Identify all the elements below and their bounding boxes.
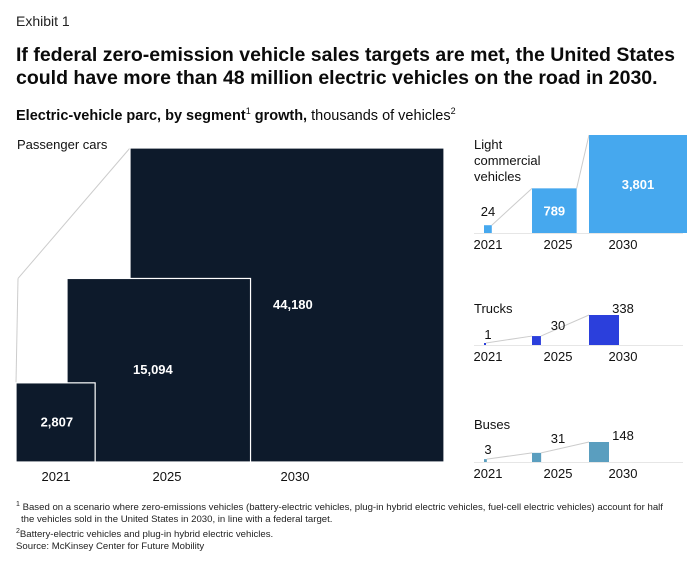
- passenger-value-2025: 15,094: [133, 362, 174, 377]
- subtitle-footnote-1: 1: [245, 106, 251, 116]
- trucks-value-2030: 338: [612, 301, 634, 316]
- lcv-segment-label-line-1: Light: [474, 137, 503, 152]
- segment-lcv-category-2025: 2025: [544, 237, 573, 252]
- passenger-value-2030: 44,180: [273, 297, 313, 312]
- segment-lcv-connector-b: [576, 134, 590, 189]
- segment-trucks-bar-2021: [484, 343, 486, 345]
- subtitle-bold: Electric-vehicle parc, by segment: [16, 107, 246, 124]
- trucks-value-2025: 30: [551, 318, 565, 333]
- segment-buses-bar-2025: [532, 452, 542, 462]
- exhibit-label: Exhibit 1: [16, 13, 70, 29]
- segment-lcv-connector-a: [491, 187, 533, 226]
- segment-lcv-bar-2025: [532, 188, 577, 233]
- footnote-1-cont: the vehicles sold in the United States i…: [21, 514, 333, 526]
- passenger-connector-2021-2025: [15, 278, 19, 383]
- passenger-category-2025: 2025: [153, 469, 182, 484]
- lcv-value-2021: 24: [481, 204, 495, 219]
- footnote-1-mark: 1: [16, 501, 20, 508]
- footnote-2-mark: 2: [16, 528, 20, 536]
- chart-subtitle: Electric-vehicle parc, by segment1 growt…: [16, 106, 456, 124]
- passenger-connector-2025-2030: [17, 147, 131, 279]
- buses-value-2030: 148: [612, 428, 634, 443]
- segment-trucks-category-2030: 2030: [609, 349, 638, 364]
- footnote-1-line-1: Based on a scenario where zero-emissions…: [19, 502, 663, 514]
- lcv-segment-label-line-2: commercial: [474, 153, 541, 168]
- passenger-square-2021: [15, 382, 96, 463]
- subtitle-footnote-2: 2: [450, 106, 456, 116]
- segment-trucks-bar-2025: [532, 336, 541, 345]
- segment-lcv-bar-2030: [589, 135, 687, 233]
- segment-buses-bar-2021: [484, 459, 487, 462]
- segment-trucks-category-2021: 2021: [474, 349, 503, 364]
- segment-trucks-bar-2030: [589, 315, 619, 345]
- segment-buses-connector-b: [541, 441, 590, 454]
- lcv-value-2030: 3,801: [622, 177, 655, 192]
- segment-buses-category-2021: 2021: [474, 466, 503, 481]
- passenger-category-2021: 2021: [42, 469, 71, 484]
- segment-buses-connector-a: [486, 452, 533, 460]
- footnotes: 1 Based on a scenario where zero-emissio…: [16, 499, 686, 553]
- subtitle-bold-2: growth,: [250, 107, 308, 124]
- headline: If federal zero-emission vehicle sales t…: [16, 44, 675, 89]
- footnote-2: 2Battery-electric vehicles and plug-in h…: [16, 526, 686, 541]
- trucks-value-2021: 1: [484, 327, 491, 342]
- segment-lcv-category-2021: 2021: [474, 237, 503, 252]
- passenger-value-2021: 2,807: [41, 414, 74, 429]
- source-note: Source: McKinsey Center for Future Mobil…: [16, 541, 205, 553]
- lcv-value-2025: 789: [543, 204, 565, 219]
- segment-lcv-bar-2021: [484, 225, 492, 233]
- lcv-segment-label-line-3: vehicles: [474, 169, 521, 184]
- footnote-2-text: Battery-electric vehicles and plug-in hy…: [19, 529, 274, 541]
- passenger-segment-label: Passenger cars: [17, 137, 108, 152]
- subtitle-units: thousands of vehicles: [307, 107, 451, 124]
- segment-trucks-category-2025: 2025: [544, 349, 573, 364]
- buses-value-2025: 31: [551, 431, 565, 446]
- segment-lcv-category-2030: 2030: [609, 237, 638, 252]
- passenger-category-2030: 2030: [281, 469, 310, 484]
- segment-trucks-connector-a: [485, 335, 533, 344]
- buses-segment-label: Buses: [474, 417, 511, 432]
- segment-buses-category-2025: 2025: [544, 466, 573, 481]
- segment-buses-category-2030: 2030: [609, 466, 638, 481]
- trucks-segment-label: Trucks: [474, 301, 513, 316]
- segment-buses-bar-2030: [589, 442, 609, 462]
- passenger-square-2025: [66, 277, 252, 463]
- buses-value-2021: 3: [484, 442, 491, 457]
- segment-trucks-connector-b: [540, 314, 590, 337]
- footnote-1: 1 Based on a scenario where zero-emissio…: [16, 499, 686, 514]
